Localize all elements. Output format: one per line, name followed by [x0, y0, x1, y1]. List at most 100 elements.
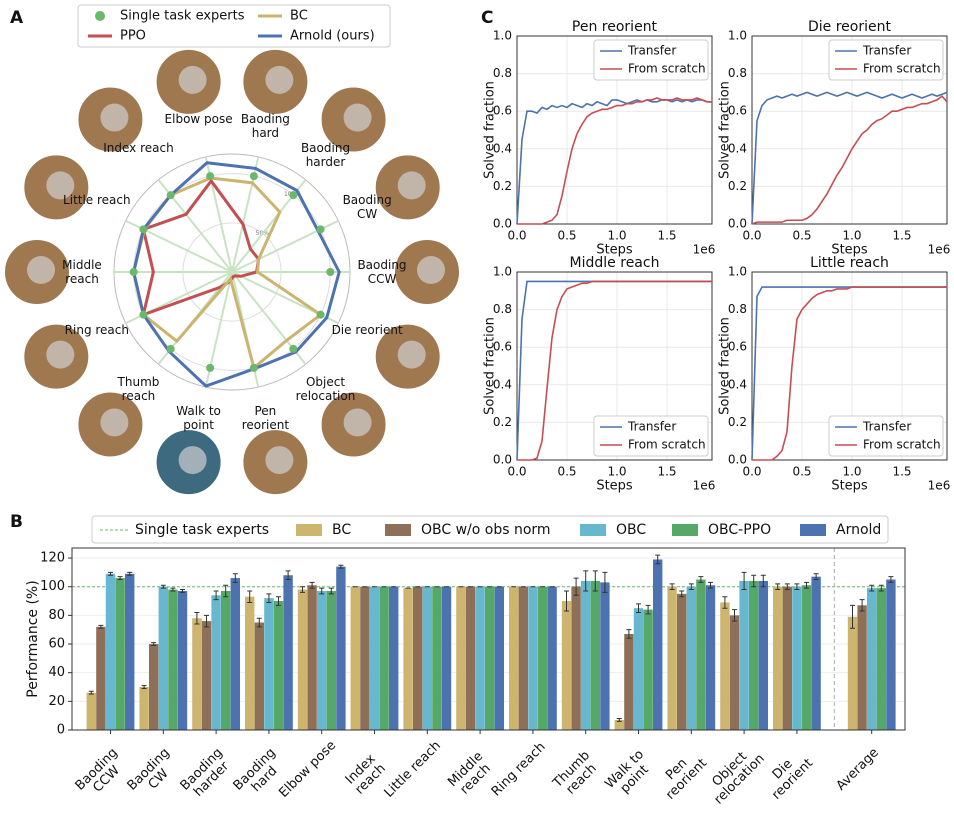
line	[752, 286, 947, 461]
y-tick-label: 0.4	[728, 141, 747, 155]
panel-label: C	[481, 8, 493, 28]
error-bar	[869, 584, 875, 592]
x-tick-label: 0.0	[507, 465, 526, 479]
task-thumbnail-detail	[27, 256, 55, 284]
y-tick-label: 40	[48, 665, 65, 680]
error-bar	[888, 576, 894, 583]
category-label: Middle reach	[62, 258, 102, 286]
y-tick-label: 0.0	[728, 217, 747, 231]
y-tick-label: 0.2	[728, 179, 747, 193]
error-bar	[775, 583, 781, 591]
y-tick-label: 80	[48, 608, 65, 623]
bar	[886, 579, 896, 730]
task-thumbnail-detail	[46, 171, 75, 200]
bar	[273, 601, 284, 730]
bar	[686, 586, 696, 730]
legend-label: Transfer	[627, 44, 676, 58]
bar	[773, 586, 783, 730]
legend-label: OBC	[616, 522, 646, 538]
bar	[96, 626, 106, 730]
bar	[115, 578, 125, 730]
bar	[192, 618, 202, 730]
bar	[254, 622, 264, 730]
legend-marker	[580, 524, 606, 536]
category-label: Thumb reach	[117, 375, 160, 404]
radar-dot	[129, 268, 138, 276]
category-label: Walk to point	[176, 404, 221, 433]
error-bar	[878, 584, 884, 592]
y-tick-label: 1.0	[728, 29, 747, 43]
y-tick-label: 0.6	[728, 104, 747, 118]
radar-dot	[206, 172, 215, 181]
chart-title: Middle reach	[570, 255, 660, 271]
x-offset-label: 1e6	[928, 243, 951, 257]
legend-box	[593, 415, 709, 457]
bar	[297, 589, 308, 730]
category-label: Baoding CW	[342, 192, 392, 221]
bar	[177, 590, 188, 730]
bar	[590, 580, 600, 730]
y-tick-label: 0.0	[728, 453, 747, 467]
legend-label: Transfer	[627, 420, 676, 434]
x-tick-label: 0.5	[557, 229, 576, 243]
legend-box	[828, 39, 944, 81]
error-bar	[88, 690, 94, 695]
error-bar	[794, 583, 800, 591]
legend-label: BC	[290, 9, 308, 24]
y-tick-label: 0.6	[728, 340, 747, 354]
error-bar	[636, 603, 641, 613]
x-tick-label: 0.0	[742, 465, 761, 479]
bar	[413, 586, 423, 730]
y-tick-label: 0.8	[728, 302, 747, 316]
x-tick-label: 1.0	[842, 465, 861, 479]
bar	[537, 586, 548, 730]
error-bar	[698, 576, 704, 583]
plot-frame	[751, 35, 948, 225]
legend-label: OBC-PPO	[708, 522, 771, 538]
task-thumbnail-detail	[46, 340, 75, 369]
plot-frame	[71, 547, 906, 731]
category-label: Die reorient	[331, 323, 403, 338]
y-tick-label: 60	[48, 637, 65, 652]
panel-label: A	[10, 8, 24, 28]
bar	[403, 588, 413, 730]
category-label: Object relocation	[295, 375, 356, 404]
task-thumbnail-detail	[100, 408, 129, 437]
task-thumbnail-detail	[343, 408, 372, 437]
y-tick-label: 0.0	[493, 453, 512, 467]
y-tick-label: 0.8	[493, 302, 512, 316]
line	[516, 99, 712, 225]
error-bar	[626, 629, 632, 639]
task-thumbnail-detail	[265, 65, 294, 94]
bar	[667, 586, 677, 730]
x-tick-label: 1.5	[657, 229, 676, 243]
line	[517, 97, 712, 225]
bar	[857, 605, 867, 730]
radar-dot	[316, 310, 325, 319]
y-tick-label: 0.8	[728, 66, 747, 80]
y-tick-label: 0.6	[493, 340, 512, 354]
error-bar	[232, 573, 238, 583]
chart-title: Die reorient	[808, 19, 891, 35]
error-bar	[784, 583, 790, 591]
x-offset-label: 1e6	[928, 479, 951, 493]
error-bar	[151, 642, 157, 646]
plot-frame	[751, 271, 948, 461]
y-axis-label: Solved fraction	[718, 317, 733, 415]
x-axis-label: Steps	[596, 479, 633, 494]
legend-marker	[672, 524, 698, 536]
error-bar	[319, 587, 325, 595]
task-thumbnail-detail	[178, 446, 207, 475]
x-axis-label: Steps	[831, 243, 868, 258]
error-bar	[669, 583, 675, 591]
error-bar	[204, 614, 209, 628]
bar	[105, 573, 116, 730]
y-tick-label: 0.2	[493, 415, 512, 429]
error-bar	[194, 611, 200, 625]
bar	[245, 596, 255, 730]
task-thumbnail-detail	[397, 171, 426, 200]
task-thumbnail-detail	[265, 446, 294, 475]
legend-label: Transfer	[862, 44, 911, 58]
y-tick-label: 120	[40, 551, 65, 566]
bar	[720, 602, 730, 730]
